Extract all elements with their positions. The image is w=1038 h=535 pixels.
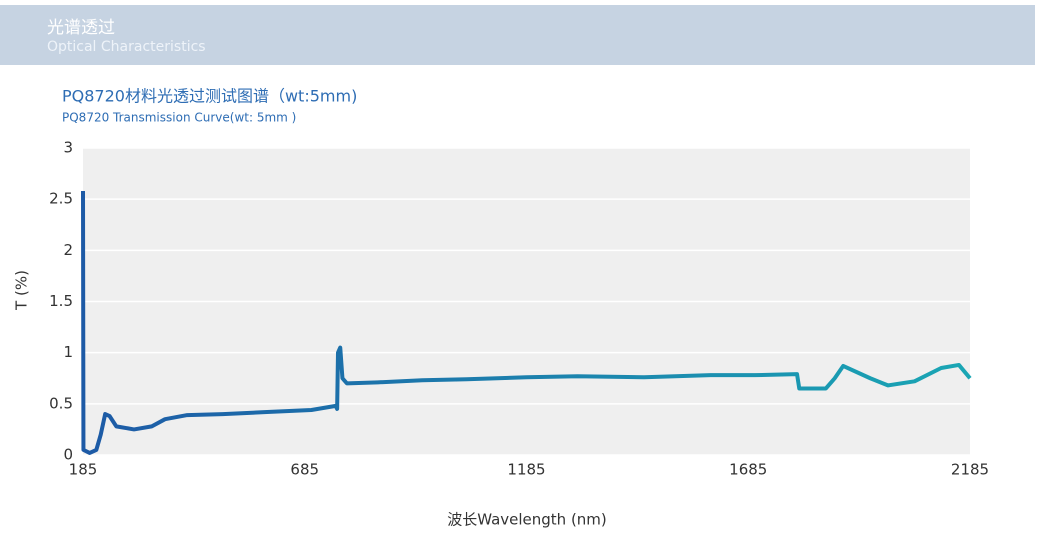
y-tick-label: 0	[63, 446, 73, 464]
x-tick-label: 685	[290, 461, 319, 479]
header-title: 光谱透过	[47, 18, 115, 38]
y-tick-label: 1	[63, 343, 73, 361]
y-axis-label: T (%)	[13, 270, 31, 311]
y-tick-label: 1.5	[49, 292, 73, 310]
chart-title: PQ8720材料光透过测试图谱（wt:5mm)	[62, 87, 357, 106]
y-tick-label: 0.5	[49, 394, 73, 412]
x-tick-label: 1685	[729, 461, 767, 479]
x-axis-label: 波长Wavelength (nm)	[447, 511, 607, 529]
x-tick-label: 2185	[951, 461, 989, 479]
transmission-line	[81, 190, 972, 455]
y-tick-label: 2	[63, 241, 73, 259]
x-tick-label: 185	[69, 461, 98, 479]
x-tick-label: 1185	[507, 461, 545, 479]
header-band	[0, 5, 1035, 65]
chart-subtitle: PQ8720 Transmission Curve(wt: 5mm )	[62, 111, 296, 125]
y-tick-label: 2.5	[49, 190, 73, 208]
header-subtitle: Optical Characteristics	[47, 39, 206, 55]
y-tick-label: 3	[63, 139, 73, 157]
